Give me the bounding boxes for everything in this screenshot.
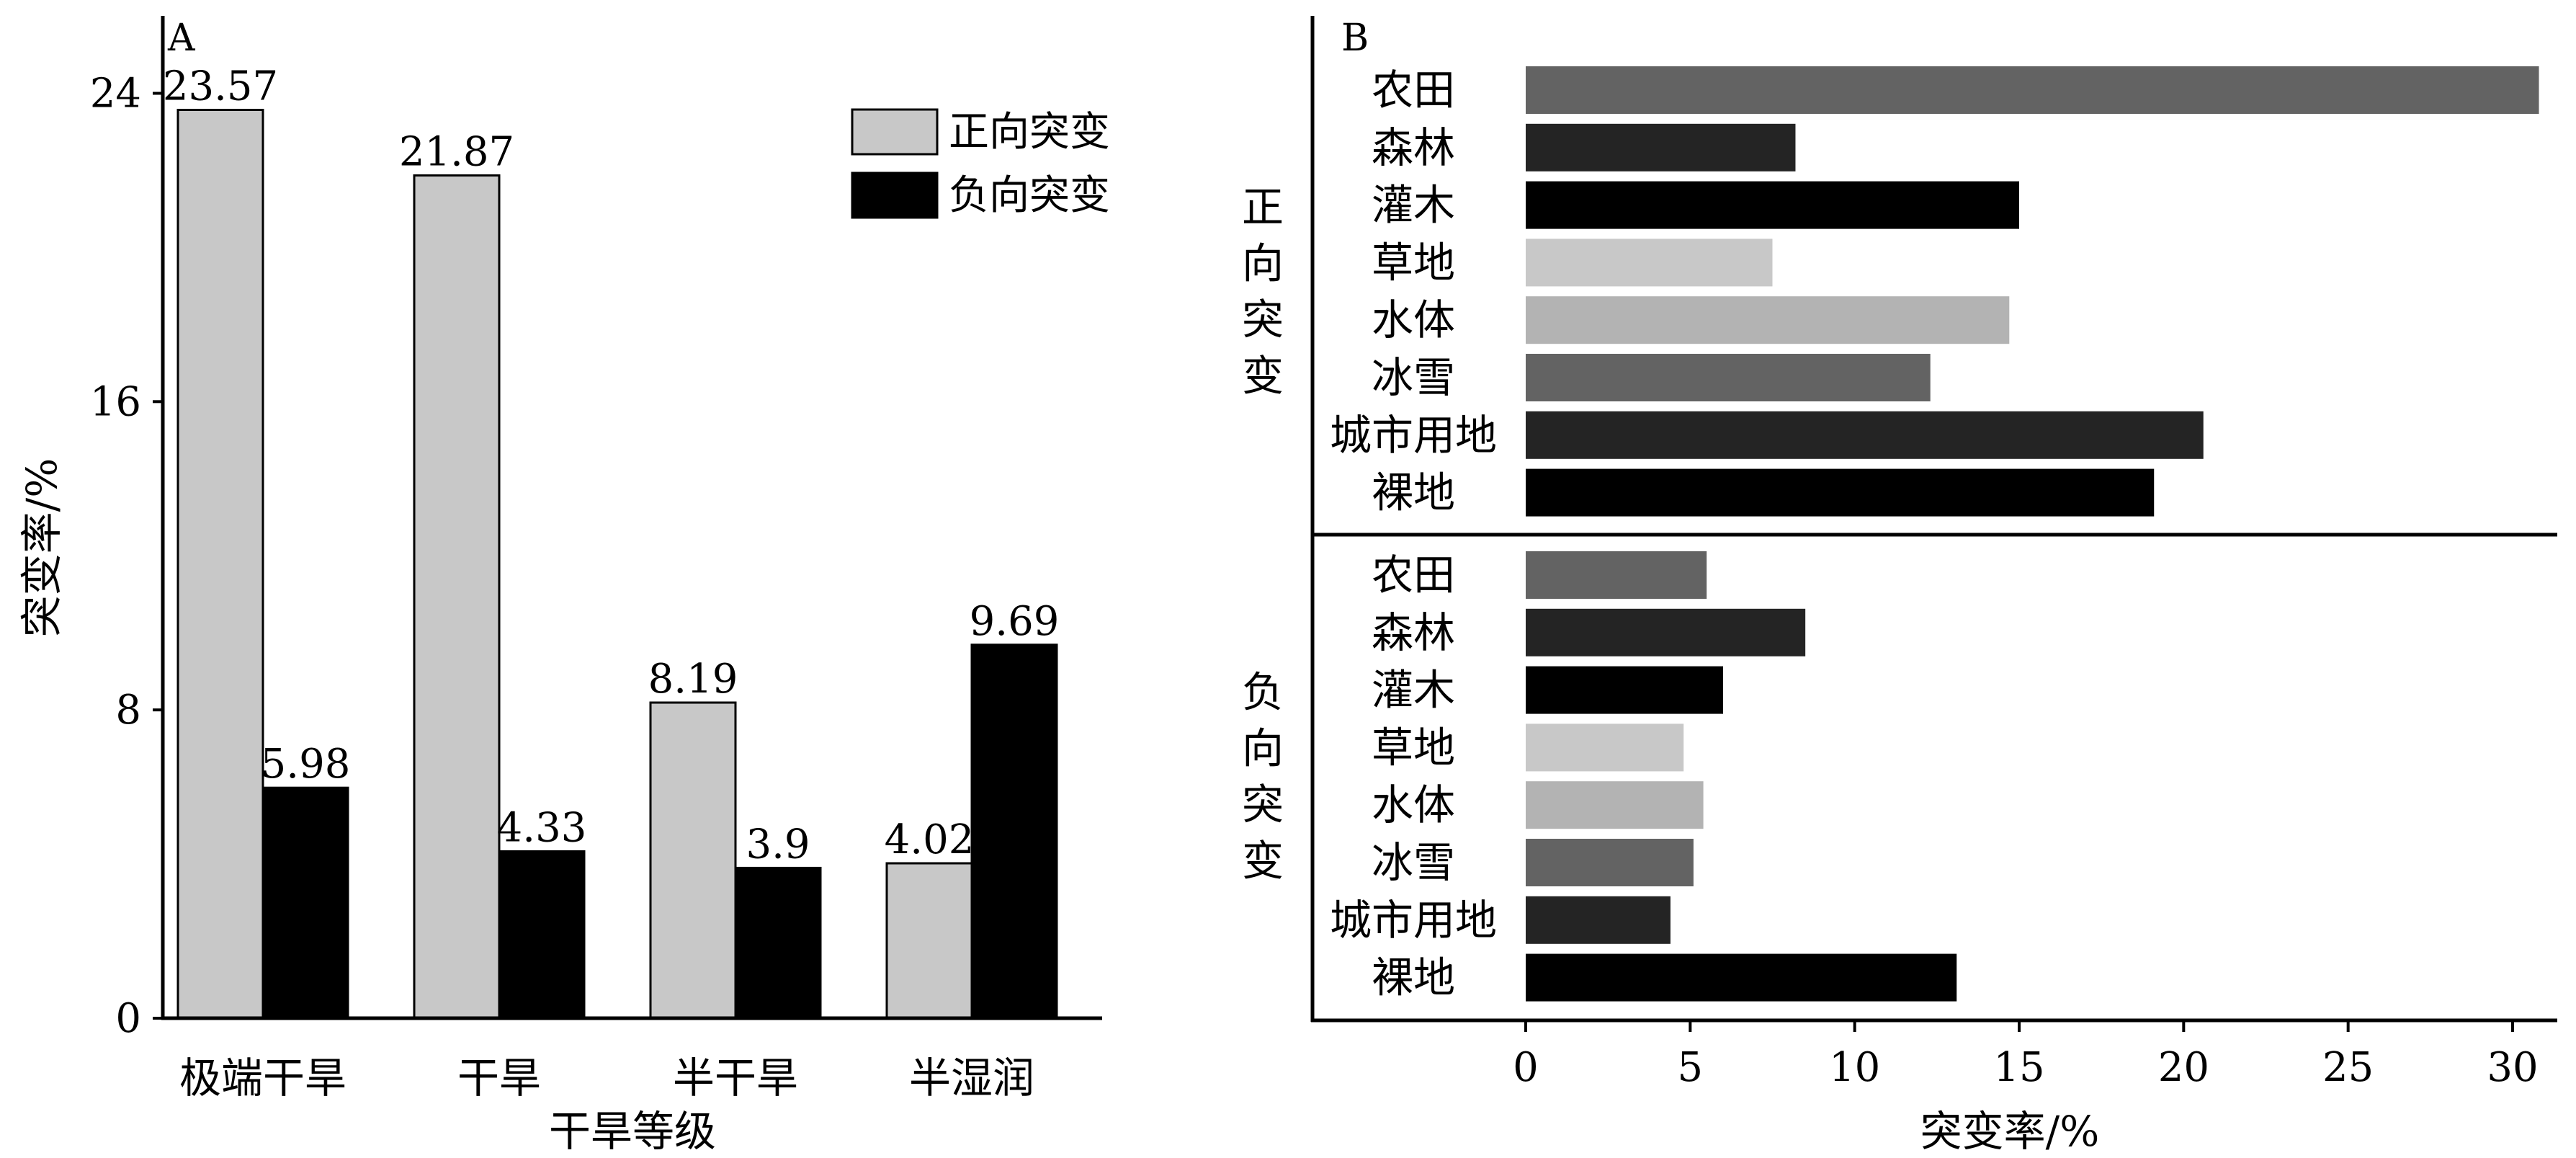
- bar-negative-1: [498, 850, 586, 1020]
- x-tick-label: 极端干旱: [179, 1054, 346, 1103]
- panel-a-label: A: [167, 17, 196, 60]
- panel-a: A 23.57 5.98 21.87 4.33 8.19 3.9 4.02 9.69 0 8 16…: [17, 16, 1110, 1156]
- data-label: 21.87: [399, 128, 514, 175]
- hbar-negative-3: [1526, 723, 1684, 772]
- panel-a-y-axis-title: 突变率/%: [17, 458, 66, 638]
- hbar-positive-3: [1526, 239, 1773, 287]
- data-label: 4.02: [885, 816, 975, 863]
- hbar-positive-7: [1526, 468, 2155, 517]
- category-label: 草地: [1372, 238, 1455, 287]
- group-title: 正向突变: [1242, 182, 1284, 400]
- data-label: 4.33: [497, 804, 587, 851]
- data-label: 9.69: [970, 598, 1060, 645]
- bar-negative-3: [970, 643, 1058, 1020]
- hbar-negative-0: [1526, 551, 1707, 599]
- category-label: 农田: [1372, 66, 1455, 115]
- category-label: 裸地: [1372, 468, 1455, 517]
- y-tick-label: 8: [115, 687, 141, 734]
- hbar-positive-6: [1526, 411, 2204, 459]
- bar-positive-3: [885, 862, 973, 1020]
- x-tick-label: 25: [2322, 1044, 2374, 1091]
- category-label: 农田: [1372, 551, 1455, 600]
- hbar-positive-4: [1526, 296, 2010, 344]
- data-label: 23.57: [163, 63, 278, 110]
- x-tick-label: 0: [1513, 1044, 1539, 1091]
- legend: 正向突变 负向突变: [851, 108, 1110, 219]
- hbar-positive-1: [1526, 123, 1796, 172]
- category-label: 城市用地: [1330, 896, 1497, 945]
- category-label: 森林: [1372, 608, 1455, 657]
- group-title: 负向突变: [1242, 667, 1284, 885]
- category-label: 灌木: [1372, 181, 1455, 230]
- category-label: 森林: [1372, 123, 1455, 172]
- bar-negative-2: [734, 866, 822, 1020]
- hbar-positive-0: [1526, 66, 2539, 114]
- data-label: 8.19: [648, 656, 738, 703]
- hbar-positive-2: [1526, 181, 2019, 229]
- category-label: 灌木: [1372, 666, 1455, 715]
- legend-swatch-positive: [851, 108, 939, 156]
- category-label: 冰雪: [1372, 353, 1455, 402]
- legend-swatch-negative: [851, 172, 939, 219]
- category-label: 冰雪: [1372, 838, 1455, 887]
- panel-a-bars: [176, 108, 1058, 1020]
- x-tick-label: 半湿润: [909, 1054, 1034, 1103]
- panel-b-x-axis-title: 突变率/%: [1920, 1107, 2100, 1156]
- x-tick-label: 30: [2487, 1044, 2538, 1091]
- legend-label-negative: 负向突变: [949, 172, 1110, 219]
- hbar-negative-6: [1526, 896, 1671, 944]
- x-tick-label: 干旱: [457, 1054, 541, 1103]
- panel-a-x-axis-title: 干旱等级: [549, 1107, 716, 1156]
- category-label: 城市用地: [1330, 411, 1497, 460]
- y-tick-label: 16: [90, 378, 141, 425]
- panel-b-x-ticks: 0 5 10 15 20 25 30: [1513, 1020, 2539, 1091]
- x-tick-label: 10: [1829, 1044, 1880, 1091]
- x-tick-label: 半干旱: [673, 1054, 798, 1103]
- category-label: 水体: [1372, 295, 1455, 344]
- hbar-negative-4: [1526, 781, 1704, 829]
- hbar-negative-5: [1526, 839, 1694, 886]
- category-label: 草地: [1372, 723, 1455, 772]
- x-tick-label: 20: [2158, 1044, 2209, 1091]
- bar-positive-2: [649, 701, 737, 1020]
- x-tick-label: 15: [1993, 1044, 2044, 1091]
- panel-b-bars: [1526, 66, 2539, 1002]
- hbar-negative-1: [1526, 608, 1806, 656]
- bar-positive-0: [176, 108, 264, 1020]
- bar-negative-0: [261, 786, 349, 1020]
- y-tick-label: 0: [115, 995, 141, 1042]
- y-tick-label: 24: [90, 71, 141, 117]
- hbar-negative-7: [1526, 953, 1957, 1002]
- panel-a-x-ticks: 极端干旱 干旱 半干旱 半湿润: [179, 1054, 1034, 1103]
- panel-a-y-ticks: 0 8 16 24: [90, 71, 163, 1042]
- hbar-negative-2: [1526, 666, 1723, 714]
- category-label: 裸地: [1372, 953, 1455, 1002]
- bar-positive-1: [413, 174, 501, 1020]
- panel-a-data-labels: 23.57 5.98 21.87 4.33 8.19 3.9 4.02 9.69: [163, 63, 1060, 868]
- panel-b-label: B: [1341, 17, 1369, 60]
- x-tick-label: 5: [1678, 1044, 1704, 1091]
- category-label: 水体: [1372, 780, 1455, 829]
- legend-label-positive: 正向突变: [949, 109, 1110, 156]
- data-label: 5.98: [261, 741, 351, 788]
- data-label: 3.9: [746, 821, 810, 868]
- hbar-positive-5: [1526, 354, 1931, 401]
